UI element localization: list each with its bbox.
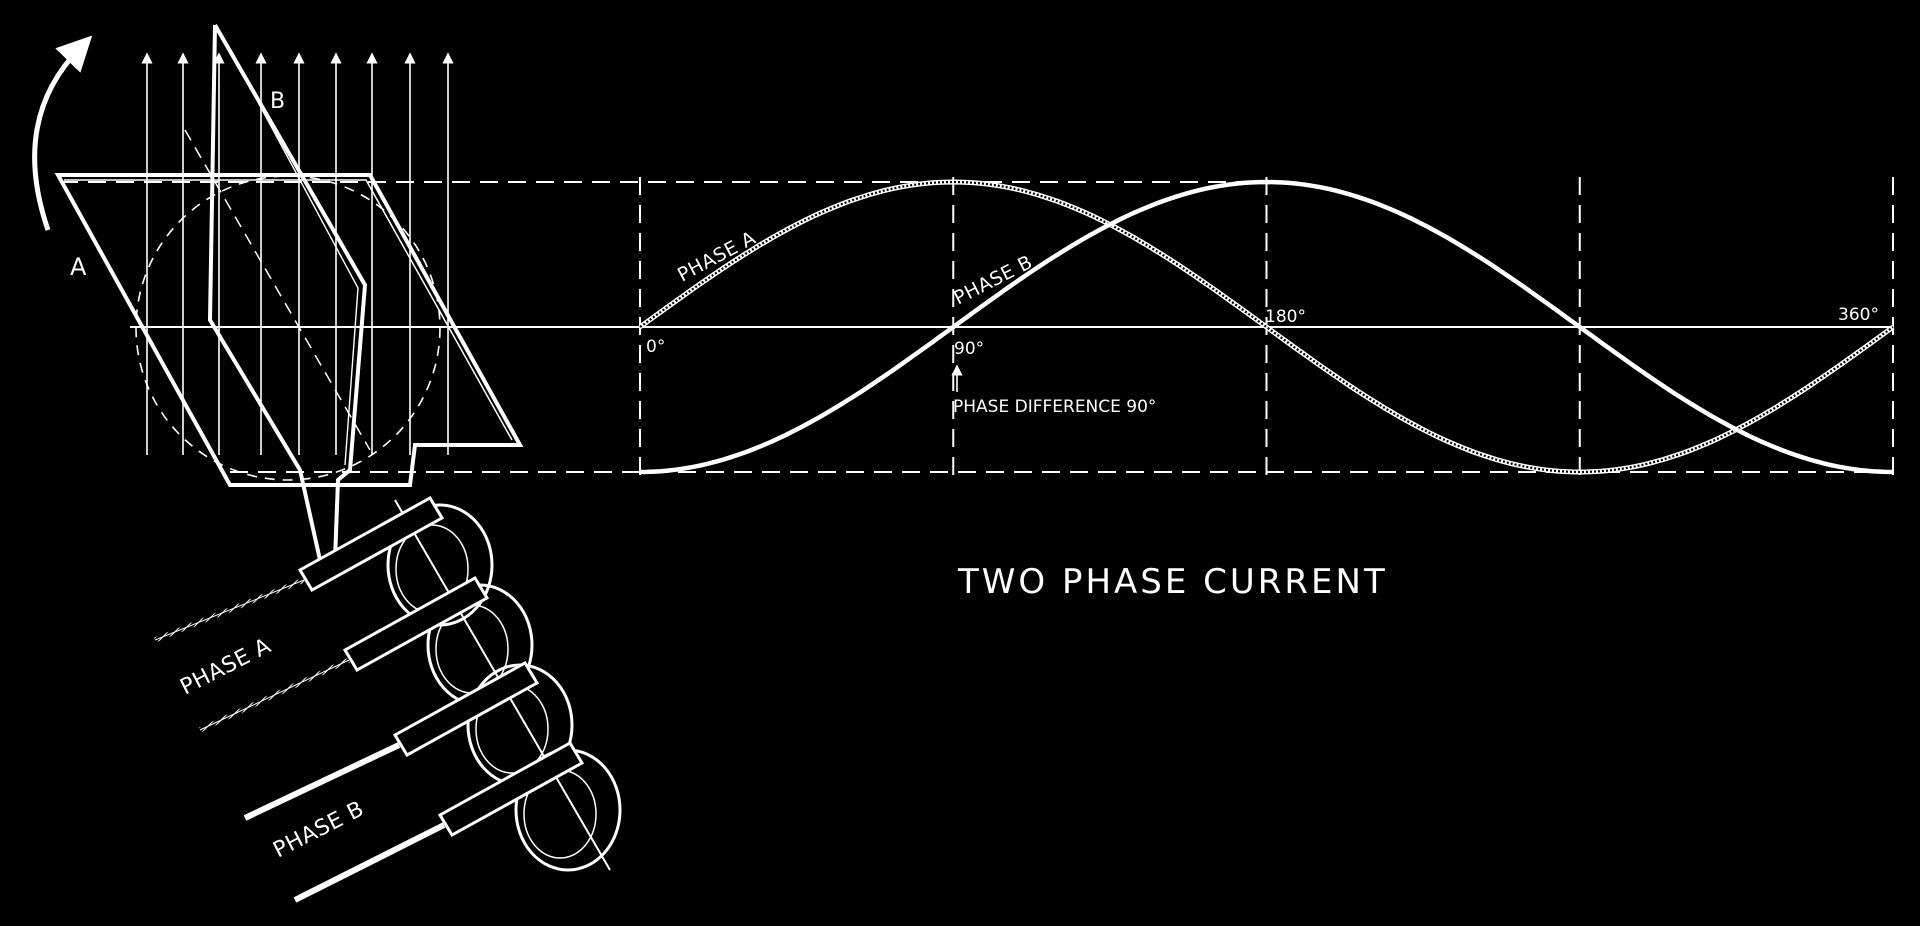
lead-wire-outline bbox=[199, 659, 350, 731]
brush bbox=[297, 495, 445, 593]
phase-difference-label: PHASE DIFFERENCE 90° bbox=[953, 397, 1156, 417]
lead-wire bbox=[243, 742, 401, 821]
lead-wire bbox=[293, 822, 446, 903]
brush bbox=[437, 740, 585, 838]
coil-a-loop-inner bbox=[64, 179, 513, 441]
chart-title: TWO PHASE CURRENT bbox=[957, 562, 1388, 602]
chart-series bbox=[638, 179, 1895, 475]
coil-a-label: A bbox=[70, 253, 87, 281]
brushes-and-leads bbox=[154, 495, 585, 903]
tick-label-90: 90° bbox=[954, 339, 984, 359]
brush bbox=[342, 575, 490, 673]
tick-label-360: 360° bbox=[1838, 305, 1879, 325]
tick-label-0: 0° bbox=[646, 337, 665, 357]
coil-axis-dashed bbox=[184, 129, 371, 451]
rotation-arrow bbox=[32, 35, 93, 231]
coil-b-loop bbox=[207, 24, 368, 561]
tick-label-180: 180° bbox=[1265, 307, 1306, 327]
series-phase-b-line bbox=[639, 179, 1894, 475]
brush bbox=[392, 660, 540, 758]
lead-wire-outline bbox=[154, 579, 305, 641]
phase-a-curve-label: PHASE A bbox=[674, 227, 760, 286]
magnetic-field-lines bbox=[141, 52, 454, 455]
series-phase-a-line bbox=[639, 180, 1894, 474]
coil-a-loop bbox=[54, 173, 524, 487]
chart-guides bbox=[60, 177, 1894, 482]
lead-phase-a-label: PHASE A bbox=[176, 633, 275, 700]
lead-phase-b-label: PHASE B bbox=[269, 796, 368, 863]
coil-b-label: B bbox=[270, 89, 286, 114]
coil-b-loop-inner bbox=[221, 34, 359, 466]
